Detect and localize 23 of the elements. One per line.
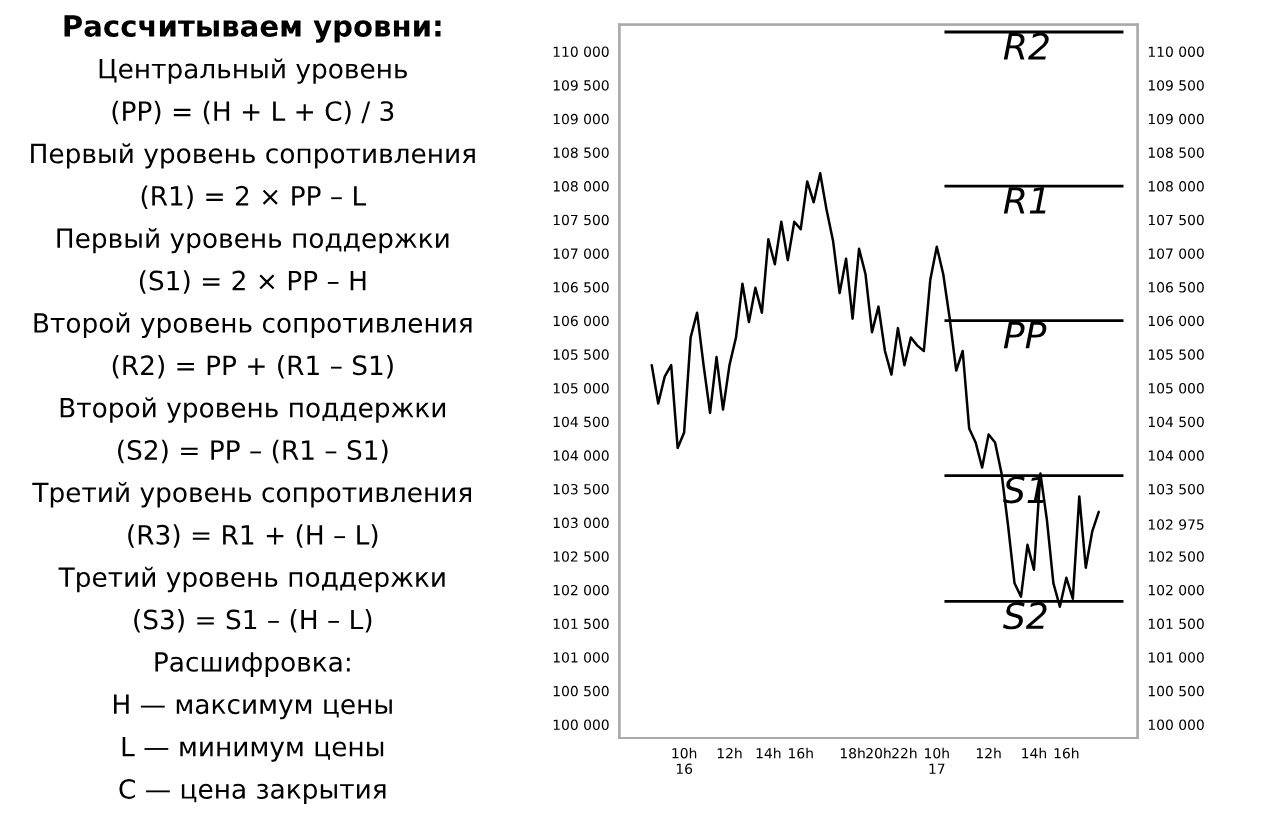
ref-line-label: R2 [1003, 32, 1049, 60]
text: (PP) = (H + L + C) / 3 [112, 100, 394, 125]
text: (S1) = 2 × PP – H [139, 270, 366, 294]
text: Третий уровень сопротивления [32, 482, 472, 508]
text: H — максимум цены [113, 694, 392, 720]
text: Рассчитываем уровни: [64, 15, 441, 43]
text: Второй уровень сопротивления [34, 312, 472, 339]
text: (R3) = R1 + (H – L) [128, 524, 378, 548]
text: C — цена закрытия [119, 779, 386, 805]
text: L — минимум цены [122, 736, 384, 762]
text: Расшифровка: [155, 652, 350, 677]
text: (R2) = PP + (R1 – S1) [112, 354, 393, 379]
text: (S2) = PP – (R1 – S1) [118, 439, 388, 464]
text: Первый уровень поддержки [57, 227, 449, 254]
ref-line-label: S2 [1003, 602, 1047, 630]
text: Центральный уровень [99, 58, 407, 84]
text: Второй уровень поддержки [60, 397, 446, 423]
ref-line-label: PP [1003, 321, 1047, 349]
text: Первый уровень сопротивления [31, 143, 475, 169]
text: (R1) = 2 × PP – L [141, 185, 367, 209]
text: (S3) = S1 – (H – L) [134, 609, 372, 633]
ref-line-label: R1 [1003, 187, 1046, 214]
text: Третий уровень поддержки [58, 566, 445, 593]
